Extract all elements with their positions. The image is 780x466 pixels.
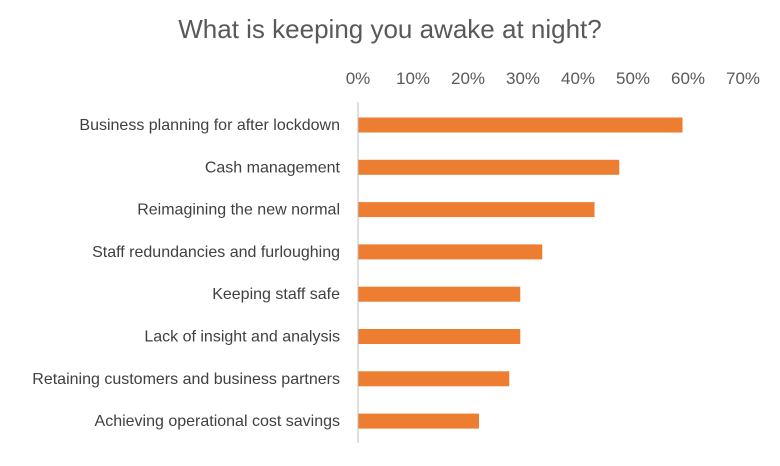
bar [358,202,595,218]
category-label: Achieving operational cost savings [95,413,340,430]
x-tick-label: 70% [726,69,760,88]
x-tick-label: 0% [346,69,371,88]
bar [358,159,620,175]
x-tick-label: 40% [561,69,595,88]
category-label: Keeping staff safe [212,286,340,303]
category-label: Lack of insight and analysis [144,329,340,346]
x-tick-label: 60% [671,69,705,88]
category-label: Business planning for after lockdown [79,117,340,134]
x-tick-label: 30% [506,69,540,88]
bar [358,329,521,344]
bar [358,371,510,387]
bars [358,117,683,429]
x-tick-label: 10% [396,69,430,88]
bar [358,244,543,260]
chart-title: What is keeping you awake at night? [178,14,602,44]
category-label: Reimagining the new normal [137,202,340,219]
category-label: Staff redundancies and furloughing [92,244,340,261]
x-tick-label: 20% [451,69,485,88]
category-label: Retaining customers and business partner… [32,371,340,388]
bar [358,286,521,302]
x-tick-label: 50% [616,69,650,88]
category-label: Cash management [205,159,341,176]
bar [358,117,683,133]
bar [358,413,479,429]
x-axis-ticks: 0% 10% 20% 30% 40% 50% 60% 70% [346,69,760,88]
category-labels: Business planning for after lockdown Cash… [32,117,340,430]
